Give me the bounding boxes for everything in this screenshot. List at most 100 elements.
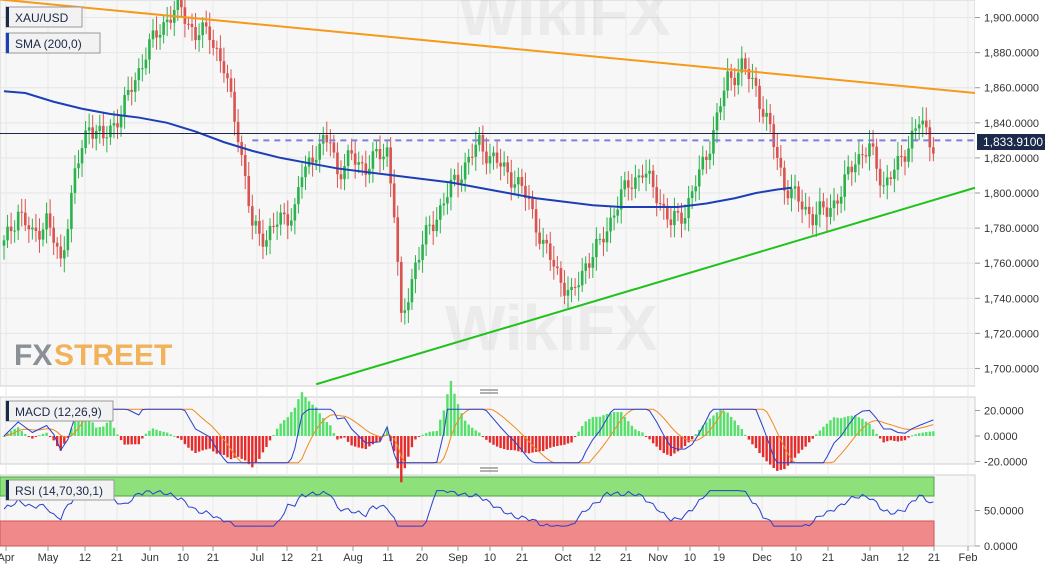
macd-histogram-bar — [559, 436, 563, 446]
bearish-candle — [180, 0, 183, 8]
bullish-candle — [683, 218, 687, 224]
bearish-candle — [226, 73, 229, 79]
symbol-label: XAU/USD — [15, 11, 69, 25]
macd-histogram-bar — [467, 424, 470, 436]
rsi-legend[interactable]: RSI (14,70,30,1) — [5, 479, 115, 501]
macd-line — [3, 408, 934, 464]
bearish-candle — [130, 89, 133, 92]
macd-axis: 20.0000 0.0000 -20.0000 — [975, 406, 1027, 468]
macd-histogram-bar — [353, 436, 357, 447]
panel-resize-handle-2[interactable] — [480, 467, 498, 472]
macd-histogram-bar — [176, 436, 180, 439]
macd-histogram-bar — [790, 436, 793, 463]
macd-histogram-bar — [673, 436, 676, 454]
bullish-candle — [201, 22, 204, 36]
macd-histogram-bar — [481, 436, 485, 437]
macd-histogram-bar — [811, 436, 814, 439]
macd-histogram-bar — [928, 431, 932, 436]
bullish-candle — [343, 166, 346, 180]
last-price-tag-bg — [977, 134, 1045, 150]
macd-histogram-bar — [580, 426, 584, 436]
bearish-candle — [807, 206, 811, 215]
rsi-label: RSI (14,70,30,1) — [15, 484, 103, 498]
bearish-candle — [499, 162, 502, 167]
bullish-candle — [6, 226, 9, 241]
bullish-candle — [517, 177, 520, 185]
panel-resize-handle-1[interactable] — [480, 389, 498, 394]
bearish-candle — [658, 203, 662, 205]
macd-histogram-bar — [52, 436, 55, 441]
macd-histogram-bar — [187, 436, 190, 448]
bullish-candle — [158, 34, 162, 38]
macd-histogram-bar — [556, 436, 559, 446]
macd-histogram-bar — [70, 428, 73, 436]
bullish-candle — [673, 211, 676, 226]
macd-histogram-bar — [442, 410, 446, 436]
macd-histogram-bar — [733, 420, 736, 436]
bullish-candle — [144, 59, 148, 69]
bullish-candle — [644, 173, 648, 178]
sma-200-line — [3, 90, 792, 209]
bearish-candle — [286, 214, 290, 226]
macd-histogram-bar — [925, 432, 928, 436]
bearish-candle — [889, 177, 893, 179]
bullish-candle — [357, 162, 361, 165]
bearish-candle — [627, 180, 630, 188]
macd-histogram-bar — [744, 434, 747, 436]
macd-histogram-bar — [428, 431, 431, 436]
macd-histogram-bar — [850, 415, 853, 436]
bullish-candle — [460, 179, 463, 184]
bearish-candle — [219, 48, 222, 62]
price-candles — [2, 0, 935, 325]
macd-histogram-bar — [27, 436, 31, 437]
bullish-candle — [612, 215, 616, 218]
bullish-candle — [722, 90, 726, 107]
bearish-candle — [552, 259, 556, 267]
date-tick-label: 10 — [684, 552, 696, 564]
bullish-candle — [87, 127, 91, 131]
macd-histogram-bar — [474, 430, 477, 436]
bearish-candle — [336, 152, 339, 175]
macd-histogram-bar — [162, 431, 165, 436]
macd-histogram-bar — [95, 427, 98, 436]
bullish-candle — [300, 177, 304, 188]
macd-histogram-bar — [563, 436, 566, 445]
macd-histogram-bar — [751, 436, 754, 445]
bearish-candle — [364, 163, 368, 175]
rsi-tick-label: 0.0000 — [984, 541, 1018, 553]
macd-histogram-bar — [311, 404, 314, 436]
macd-histogram-bar — [98, 427, 101, 436]
bullish-candle — [403, 310, 407, 313]
bullish-candle — [407, 302, 410, 311]
bullish-candle — [609, 217, 612, 232]
bullish-candle — [715, 112, 719, 131]
macd-histogram-bar — [392, 436, 396, 452]
macd-histogram-bar — [641, 432, 644, 436]
bullish-candle — [66, 229, 70, 251]
macd-histogram-bar — [38, 435, 41, 437]
bearish-candle — [662, 203, 666, 206]
bullish-candle — [119, 114, 123, 128]
macd-histogram-bar — [236, 436, 240, 457]
macd-histogram-bar — [761, 436, 765, 458]
bearish-candle — [825, 207, 829, 217]
sma-legend[interactable]: SMA (200,0) — [5, 32, 101, 54]
bullish-candle — [162, 22, 165, 35]
logo-fx: FX — [14, 339, 52, 372]
symbol-legend[interactable]: XAU/USD — [5, 6, 83, 28]
bullish-candle — [687, 198, 690, 219]
bearish-candle — [524, 185, 527, 199]
macd-histogram-bar — [524, 436, 527, 453]
date-tick-label: 21 — [516, 552, 528, 564]
macd-histogram-bar — [804, 436, 807, 447]
macd-histogram-bar — [16, 427, 20, 436]
macd-histogram-bar — [875, 433, 878, 436]
bullish-candle — [541, 239, 545, 244]
bearish-candle — [534, 209, 538, 233]
bullish-candle — [843, 174, 846, 197]
bearish-candle — [27, 225, 31, 230]
macd-legend[interactable]: MACD (12,26,9) — [5, 400, 114, 422]
bearish-candle — [190, 23, 194, 27]
bullish-candle — [921, 120, 925, 125]
bearish-candle — [272, 225, 275, 227]
